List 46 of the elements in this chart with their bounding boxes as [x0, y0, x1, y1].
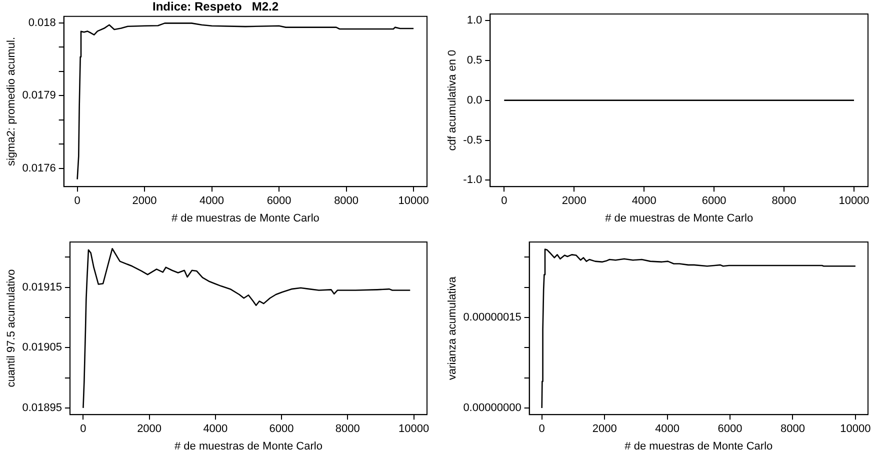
y-tick-label: 0.00000015 [463, 311, 522, 324]
x-tick-label: 4000 [632, 195, 656, 208]
x-tick-label: 2000 [592, 423, 617, 436]
x-tick-label: 10000 [398, 195, 429, 208]
x-axis-title: # de muestras de Monte Carlo [624, 440, 773, 452]
y-axis-title: cuantil 97.5 acumulativo [6, 269, 18, 388]
x-tick-label: 10000 [838, 195, 870, 208]
y-tick-label: 0.018 [28, 16, 56, 29]
y-axis-title: sigma2: promedio acumul. [6, 36, 18, 166]
y-tick-label: -0.5 [463, 134, 482, 146]
x-tick-label: 6000 [718, 423, 742, 436]
y-tick-label: -1.0 [463, 174, 482, 186]
y-tick-label: 0.0179 [22, 90, 56, 102]
y-axis-title: varianza acumulativa [446, 276, 459, 380]
x-tick-label: 0 [74, 195, 80, 208]
y-tick-label: 0.01915 [22, 281, 62, 294]
y-tick-label: 1.0 [466, 14, 482, 26]
y-tick-label: 0.00000000 [463, 402, 522, 414]
x-tick-label: 6000 [269, 423, 294, 436]
x-axis-title: # de muestras de Monte Carlo [174, 440, 322, 452]
x-tick-label: 8000 [772, 195, 796, 208]
y-axis-title: cdf acumulativa en 0 [446, 50, 459, 151]
x-axis-title: # de muestras de Monte Carlo [605, 212, 754, 224]
x-tick-label: 8000 [780, 423, 805, 436]
x-tick-label: 0 [80, 423, 86, 436]
x-tick-label: 2000 [132, 195, 157, 208]
y-tick-label: 0.0176 [22, 162, 56, 174]
x-tick-label: 8000 [335, 423, 360, 436]
x-tick-label: 2000 [562, 195, 586, 208]
x-tick-label: 10000 [840, 423, 871, 436]
chart-title: Indice: Respeto M2.2 [152, 0, 279, 14]
y-tick-label: 0.5 [466, 54, 482, 66]
x-tick-label: 10000 [398, 423, 430, 436]
x-tick-label: 4000 [203, 423, 228, 436]
x-tick-label: 2000 [137, 423, 162, 436]
x-tick-label: 4000 [655, 423, 680, 436]
y-tick-label: 0.0 [466, 94, 482, 106]
x-tick-label: 4000 [200, 195, 224, 208]
x-tick-label: 0 [538, 423, 545, 436]
x-tick-label: 0 [501, 195, 508, 208]
x-axis-title: # de muestras de Monte Carlo [171, 212, 320, 224]
y-tick-label: 0.01905 [22, 342, 62, 354]
x-tick-label: 8000 [334, 195, 359, 208]
x-tick-label: 6000 [702, 195, 726, 208]
y-tick-label: 0.01895 [22, 402, 62, 414]
x-tick-label: 6000 [266, 195, 292, 208]
